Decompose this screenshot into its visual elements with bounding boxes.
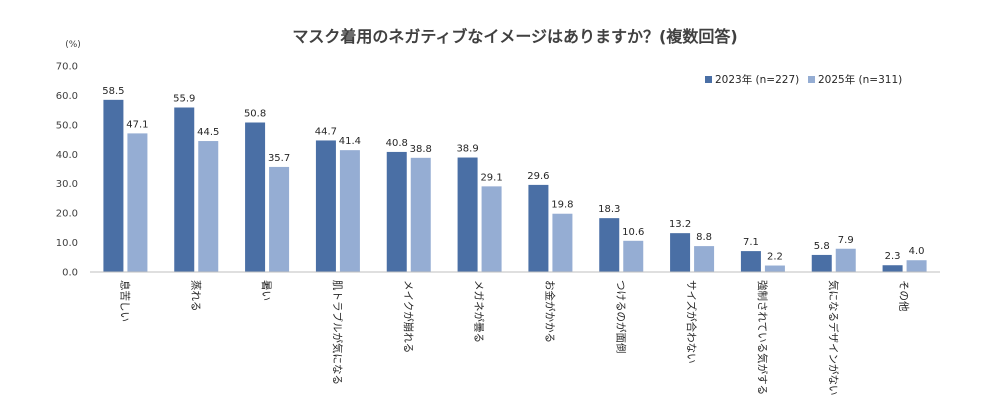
data-label: 58.5 bbox=[102, 86, 124, 97]
chart-title: マスク着用のネガティブなイメージはありますか？(複数回答) bbox=[292, 27, 737, 46]
data-label: 55.9 bbox=[173, 93, 195, 104]
data-label: 29.6 bbox=[527, 171, 549, 182]
bar-2025 bbox=[481, 186, 502, 272]
bar-2025 bbox=[552, 213, 573, 272]
data-label: 7.9 bbox=[838, 235, 854, 246]
data-label: 13.2 bbox=[669, 219, 691, 230]
bar-2023 bbox=[245, 122, 266, 272]
y-tick-label: 60.0 bbox=[56, 91, 78, 102]
x-tick-label: メイクが崩れる bbox=[402, 280, 415, 353]
bar-2023 bbox=[103, 99, 124, 272]
bar-2023 bbox=[740, 251, 761, 272]
bar-2023 bbox=[528, 184, 549, 272]
bar-2025 bbox=[764, 265, 785, 272]
y-tick-label: 10.0 bbox=[56, 238, 78, 249]
x-tick-label: 暑い bbox=[260, 280, 272, 301]
bar-2025 bbox=[410, 157, 431, 272]
data-label: 38.8 bbox=[410, 144, 432, 155]
data-label: 5.8 bbox=[814, 241, 830, 252]
bar-2023 bbox=[670, 233, 691, 272]
data-label: 41.4 bbox=[339, 136, 361, 147]
y-tick-label: 50.0 bbox=[56, 120, 78, 131]
y-axis: 0.0 10.0 20.0 30.0 40.0 50.0 60.0 70.0 bbox=[56, 62, 78, 279]
data-label: 2.2 bbox=[767, 252, 783, 263]
bar-2023 bbox=[386, 151, 407, 272]
data-label: 38.9 bbox=[456, 144, 478, 155]
data-label: 50.8 bbox=[244, 109, 266, 120]
x-tick-label: つけるのが面倒 bbox=[614, 280, 627, 354]
x-tick-label: 息苦しい bbox=[118, 280, 131, 322]
x-tick-label: 強制されている気がする bbox=[756, 280, 769, 395]
y-unit-label: (%) bbox=[65, 40, 81, 50]
x-tick-label: その他 bbox=[898, 280, 911, 312]
x-tick-label: サイズが合わない bbox=[685, 280, 698, 364]
legend-swatch bbox=[705, 76, 712, 83]
bar-2023 bbox=[457, 157, 478, 272]
data-label: 2.3 bbox=[885, 251, 901, 262]
bar-2023 bbox=[882, 265, 903, 272]
bar-2025 bbox=[269, 166, 290, 272]
x-tick-label: メガネが曇る bbox=[473, 280, 486, 343]
data-label: 10.6 bbox=[622, 227, 644, 238]
bar-2025 bbox=[198, 141, 219, 272]
data-label: 40.8 bbox=[386, 138, 408, 149]
bar-2023 bbox=[315, 140, 336, 272]
data-label: 44.5 bbox=[197, 127, 219, 138]
x-tick-label: 気になるデザインがない bbox=[827, 280, 840, 396]
data-label: 44.7 bbox=[315, 126, 337, 137]
x-axis: 息苦しい 蒸れる 暑い 肌トラブルが気になる メイクが崩れる メガネが曇る お金がかかる つけ… bbox=[118, 280, 910, 396]
bar-2025 bbox=[127, 133, 148, 272]
data-label: 4.0 bbox=[909, 246, 925, 257]
data-label: 19.8 bbox=[551, 200, 573, 211]
data-label: 35.7 bbox=[268, 153, 290, 164]
y-tick-label: 0.0 bbox=[62, 268, 78, 279]
data-label: 18.3 bbox=[598, 204, 620, 215]
bar-2023 bbox=[599, 218, 620, 272]
legend-label: 2025年 (n=311) bbox=[818, 73, 902, 86]
y-tick-label: 40.0 bbox=[56, 150, 78, 161]
bars: 58.5 47.1 55.9 44.5 50.8 35.7 44.741.4 40.838.8… bbox=[102, 86, 927, 272]
bar-2023 bbox=[811, 254, 832, 272]
bar-2025 bbox=[339, 150, 360, 272]
bar-2023 bbox=[174, 107, 195, 272]
data-label: 7.1 bbox=[743, 237, 759, 248]
x-tick-label: お金がかかる bbox=[543, 280, 556, 343]
y-tick-label: 20.0 bbox=[56, 209, 78, 220]
y-tick-label: 70.0 bbox=[56, 62, 78, 73]
legend-swatch bbox=[808, 76, 815, 83]
data-label: 47.1 bbox=[126, 119, 148, 130]
data-label: 8.8 bbox=[696, 232, 712, 243]
legend-label: 2023年 (n=227) bbox=[715, 73, 799, 86]
bar-2025 bbox=[694, 246, 715, 272]
y-tick-label: 30.0 bbox=[56, 179, 78, 190]
bar-2025 bbox=[906, 260, 927, 272]
x-tick-label: 蒸れる bbox=[189, 280, 201, 312]
legend: 2023年 (n=227) 2025年 (n=311) bbox=[705, 73, 902, 86]
bar-2025 bbox=[835, 248, 856, 272]
x-tick-label: 肌トラブルが気になる bbox=[331, 280, 344, 385]
data-label: 29.1 bbox=[480, 172, 502, 183]
bar-2025 bbox=[623, 240, 644, 272]
